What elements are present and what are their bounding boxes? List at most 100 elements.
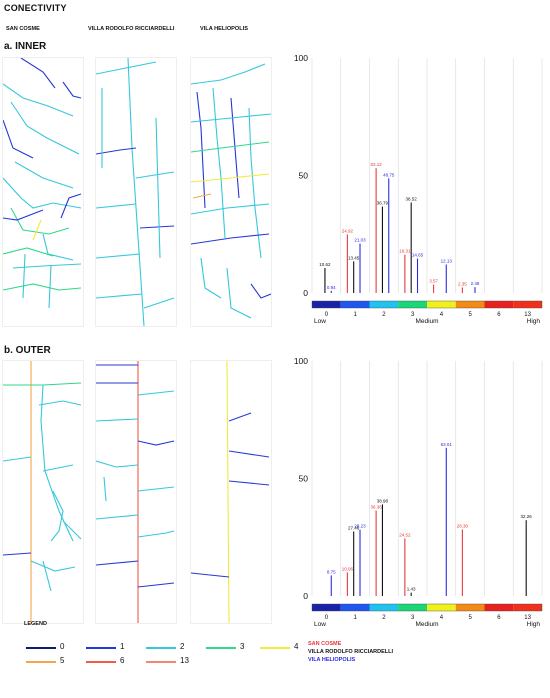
x-tick-label: 0 (325, 615, 329, 621)
scale-segment (484, 301, 514, 308)
scale-segment (427, 604, 456, 611)
x-tick-label: 5 (468, 615, 472, 621)
data-label: 13.45 (348, 255, 360, 260)
scale-medium-label: Medium (415, 318, 438, 325)
scale-segment (369, 604, 399, 611)
legend-label: 6 (120, 656, 125, 665)
section-outer-label: b. OUTER (4, 345, 51, 356)
y-tick-label: 100 (294, 356, 308, 366)
owner-legend: SAN COSME VILLA RODOLFO RICCIARDELLI VIL… (308, 640, 393, 664)
data-label: 8.75 (327, 569, 336, 574)
x-tick-label: 4 (440, 615, 444, 621)
x-tick-label: 6 (497, 615, 501, 621)
scale-segment (398, 301, 427, 308)
owner-ricciardelli: VILLA RODOLFO RICCIARDELLI (308, 649, 394, 655)
y-tick-label: 100 (294, 53, 308, 63)
data-label: 14.65 (412, 253, 424, 258)
legend-label: 13 (180, 656, 189, 665)
legend-label: 4 (294, 642, 299, 651)
scale-segment (340, 604, 370, 611)
legend-swatch (146, 647, 176, 649)
data-label: 28.30 (457, 523, 469, 528)
column-header-ricciardelli: VILLA RODOLFO RICCIARDELLI (88, 26, 175, 32)
map-outer-ricciardelli (95, 360, 177, 624)
scale-low-label: Low (314, 621, 326, 628)
data-label: 32.26 (521, 514, 533, 519)
data-label: 24.52 (399, 532, 411, 537)
page-title: CONECTIVITY (4, 3, 67, 13)
data-label: 38.52 (406, 196, 418, 201)
data-label: 10.06 (342, 566, 354, 571)
map-inner-heliopolis (190, 57, 272, 327)
scale-segment (427, 301, 456, 308)
y-tick-label: 50 (299, 171, 309, 181)
data-label: 24.92 (342, 228, 354, 233)
x-tick-label: 1 (353, 312, 357, 318)
data-label: 36.79 (377, 201, 389, 206)
legend-swatch (86, 661, 116, 663)
data-label: 0.94 (327, 285, 336, 290)
scale-segment (312, 301, 341, 308)
legend-label: 3 (240, 642, 245, 651)
scale-segment (455, 301, 485, 308)
scale-high-label: High (527, 318, 541, 325)
y-tick-label: 0 (303, 591, 308, 601)
x-tick-label: 1 (353, 615, 357, 621)
x-tick-label: 2 (382, 615, 386, 621)
x-tick-label: 3 (411, 312, 415, 318)
x-tick-label: 2 (382, 312, 386, 318)
x-tick-label: 0 (325, 312, 329, 318)
legend-title: LEGEND (24, 621, 47, 627)
map-inner-san-cosme (2, 57, 84, 327)
legend-label: 0 (60, 642, 65, 651)
scale-segment (369, 301, 399, 308)
data-label: 53.12 (370, 162, 382, 167)
map-outer-heliopolis (190, 360, 272, 624)
data-label: 27.46 (348, 525, 360, 530)
data-label: 21.03 (354, 238, 366, 243)
x-tick-label: 5 (468, 312, 472, 318)
data-label: 2.48 (471, 281, 480, 286)
data-label: 28.23 (354, 524, 366, 529)
data-label: 38.98 (377, 498, 389, 503)
data-label: 10.62 (319, 262, 331, 267)
x-tick-label: 13 (524, 615, 531, 621)
data-label: 3.57 (429, 279, 438, 284)
scale-high-label: High (527, 621, 541, 628)
data-label: 36.36 (370, 505, 382, 510)
scale-segment (340, 301, 370, 308)
data-label: 16.31 (399, 249, 411, 254)
scale-segment (513, 604, 542, 611)
scale-frame (311, 603, 543, 612)
scale-frame (311, 300, 543, 309)
column-header-san-cosme: SAN COSME (6, 26, 40, 32)
chart-outer: 05010010.0636.3624.5228.3027.4638.981.43… (294, 356, 543, 628)
chart-inner: 05010024.9253.1216.313.572.3510.6213.453… (294, 53, 543, 325)
data-label: 12.13 (441, 258, 453, 263)
legend-label: 2 (180, 642, 185, 651)
scale-medium-label: Medium (415, 621, 438, 628)
map-inner-ricciardelli (95, 57, 177, 327)
legend-label: 1 (120, 642, 125, 651)
scale-segment (398, 604, 427, 611)
x-tick-label: 3 (411, 615, 415, 621)
legend-label: 5 (60, 656, 65, 665)
legend-swatch (26, 647, 56, 649)
owner-san-cosme: SAN COSME (308, 641, 342, 647)
legend-swatch (260, 647, 290, 649)
x-tick-label: 6 (497, 312, 501, 318)
column-header-heliopolis: VILA HELIOPOLIS (200, 26, 248, 32)
y-tick-label: 50 (299, 474, 309, 484)
scale-low-label: Low (314, 318, 326, 325)
data-label: 2.35 (458, 281, 467, 286)
data-label: 48.75 (383, 172, 395, 177)
y-tick-label: 0 (303, 288, 308, 298)
x-tick-label: 13 (524, 312, 531, 318)
legend-swatch (146, 661, 176, 663)
data-label: 63.01 (441, 442, 453, 447)
data-label: 1.43 (407, 587, 416, 592)
scale-segment (312, 604, 341, 611)
section-inner-label: a. INNER (4, 41, 47, 52)
legend-swatch (86, 647, 116, 649)
scale-segment (455, 604, 485, 611)
